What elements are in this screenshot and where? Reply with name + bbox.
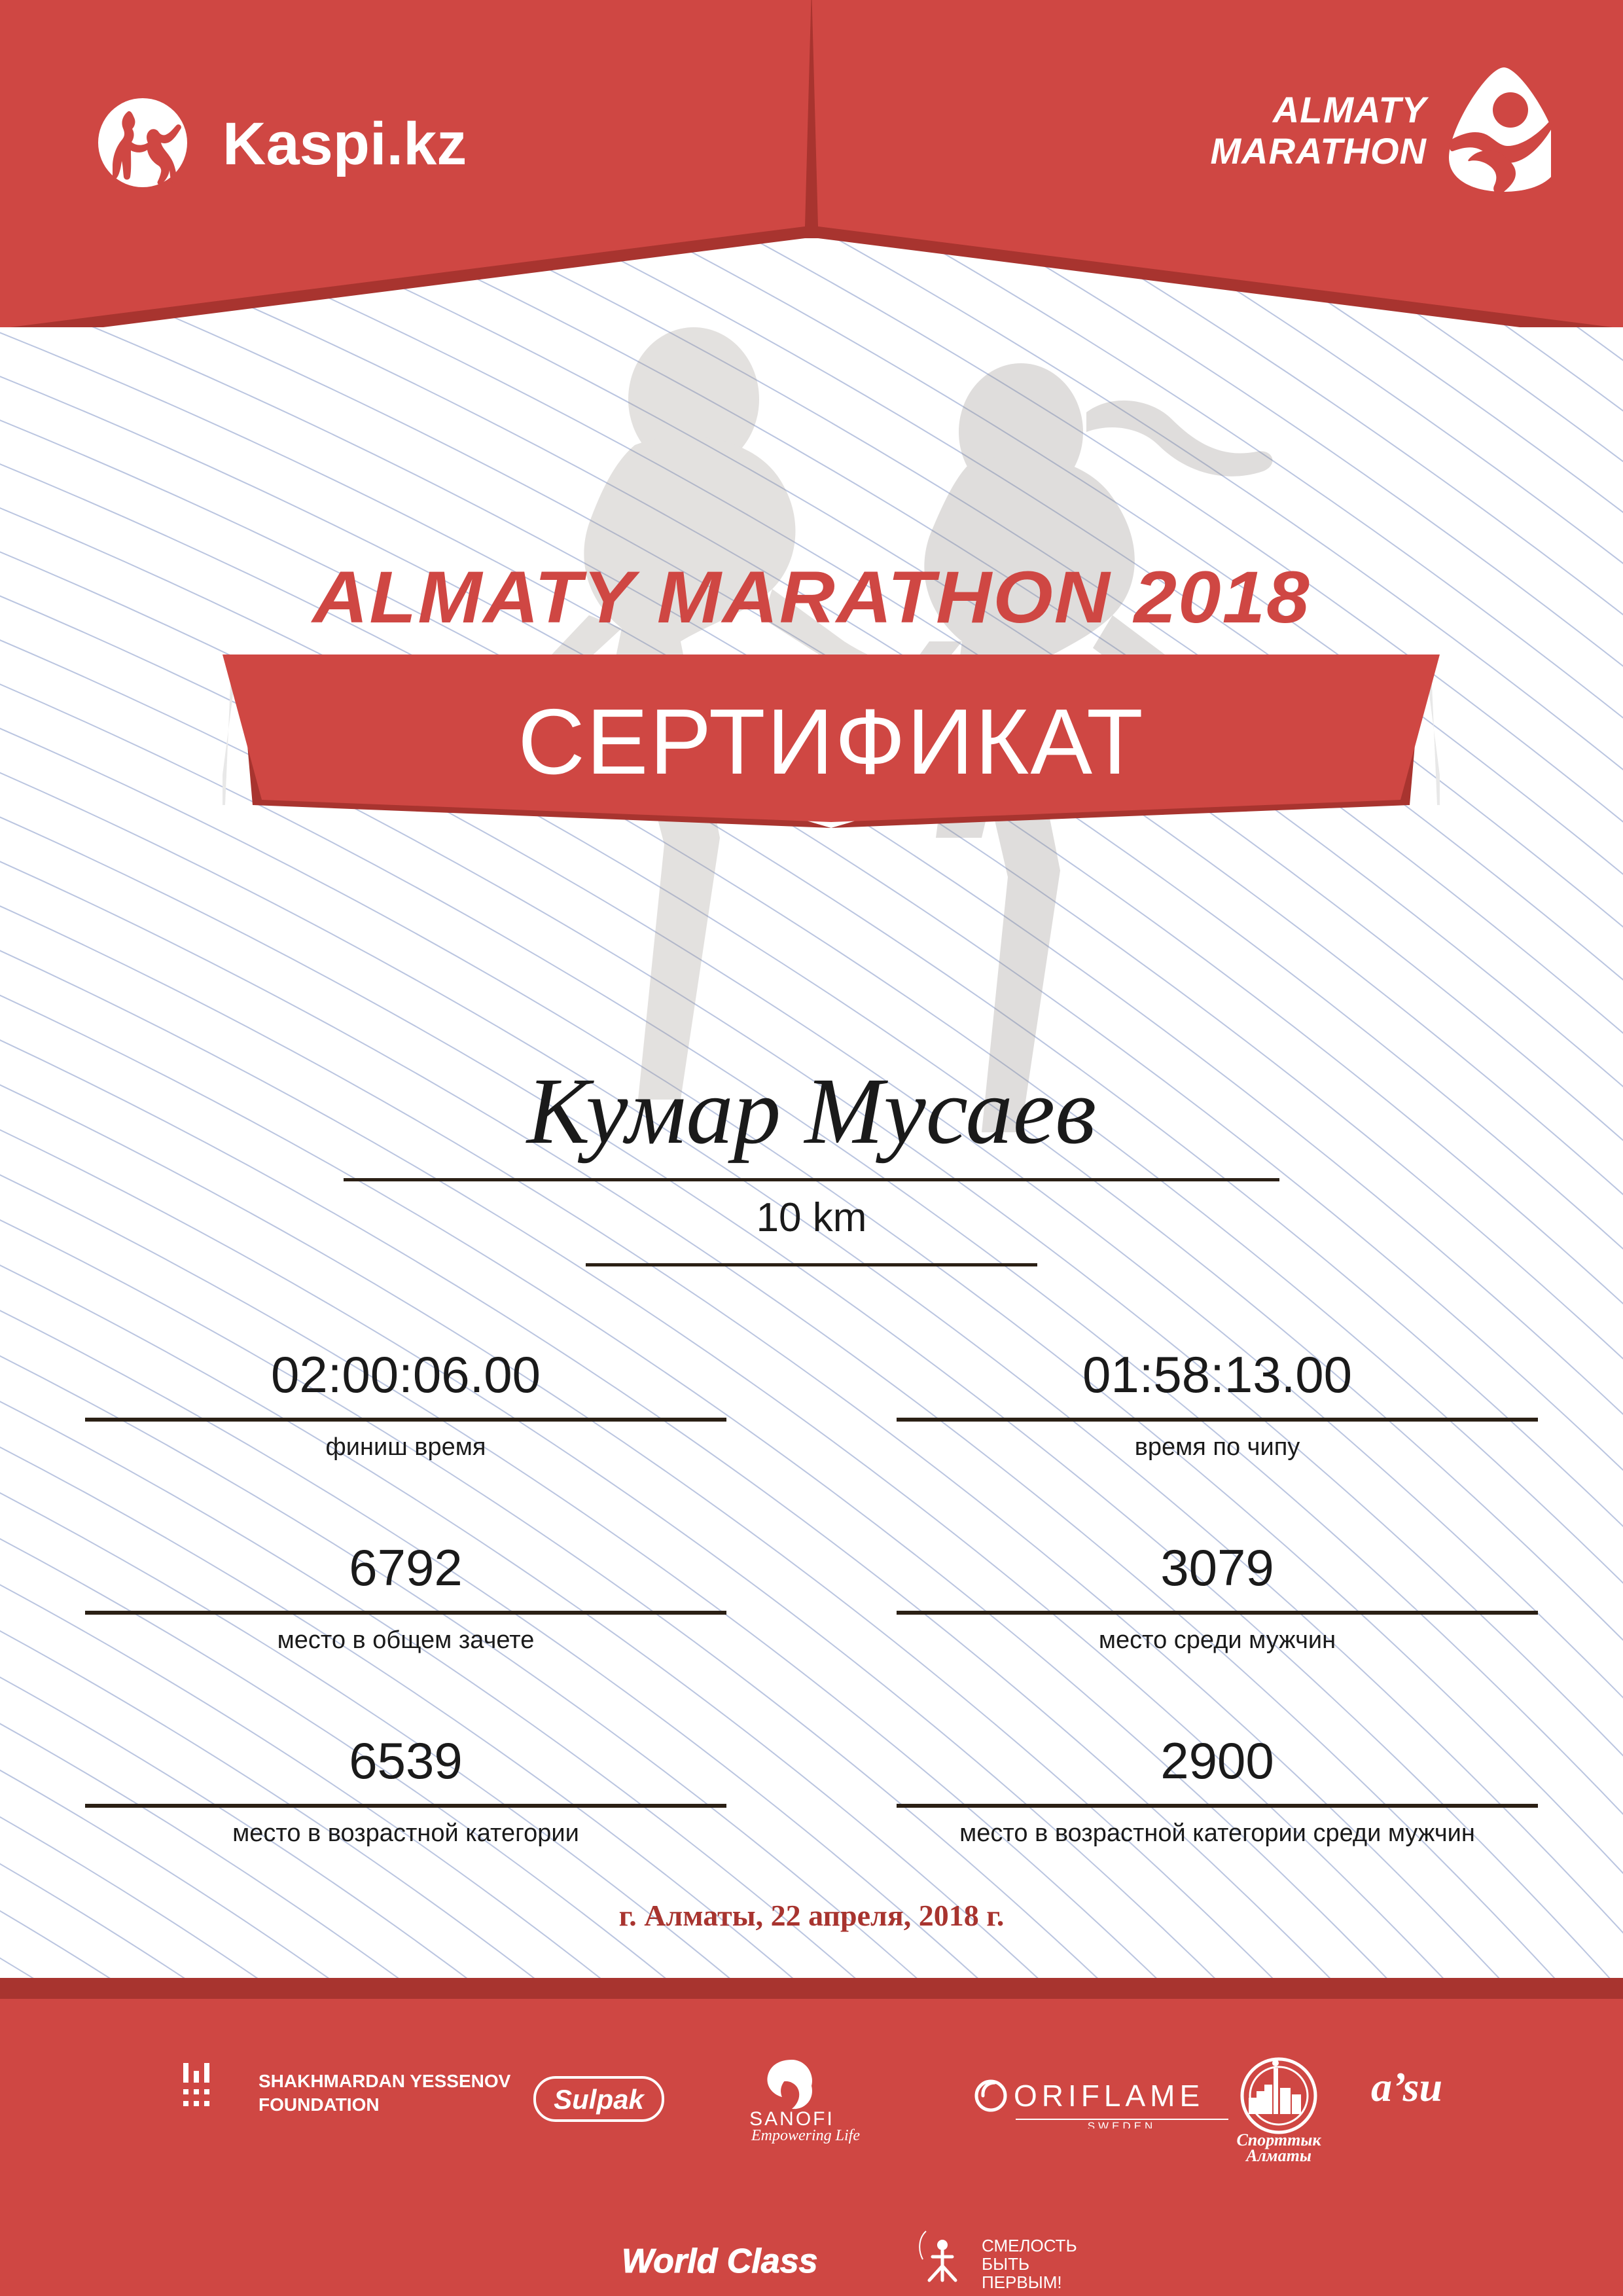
svg-text:ALMATY: ALMATY <box>1272 89 1429 130</box>
svg-text:World Class: World Class <box>622 2242 818 2280</box>
svg-text:ПЕРВЫМ!: ПЕРВЫМ! <box>982 2272 1062 2292</box>
svg-text:MARATHON: MARATHON <box>1211 130 1427 171</box>
svg-text:Sulpak: Sulpak <box>554 2084 645 2115</box>
svg-text:SWEDEN: SWEDEN <box>1088 2120 1156 2128</box>
svg-text:Алматы: Алматы <box>1245 2146 1311 2163</box>
svg-text:БЫТЬ: БЫТЬ <box>982 2254 1029 2274</box>
svg-text:СМЕЛОСТЬ: СМЕЛОСТЬ <box>982 2236 1077 2255</box>
svg-text:ORIFLAME: ORIFLAME <box>1014 2079 1204 2113</box>
